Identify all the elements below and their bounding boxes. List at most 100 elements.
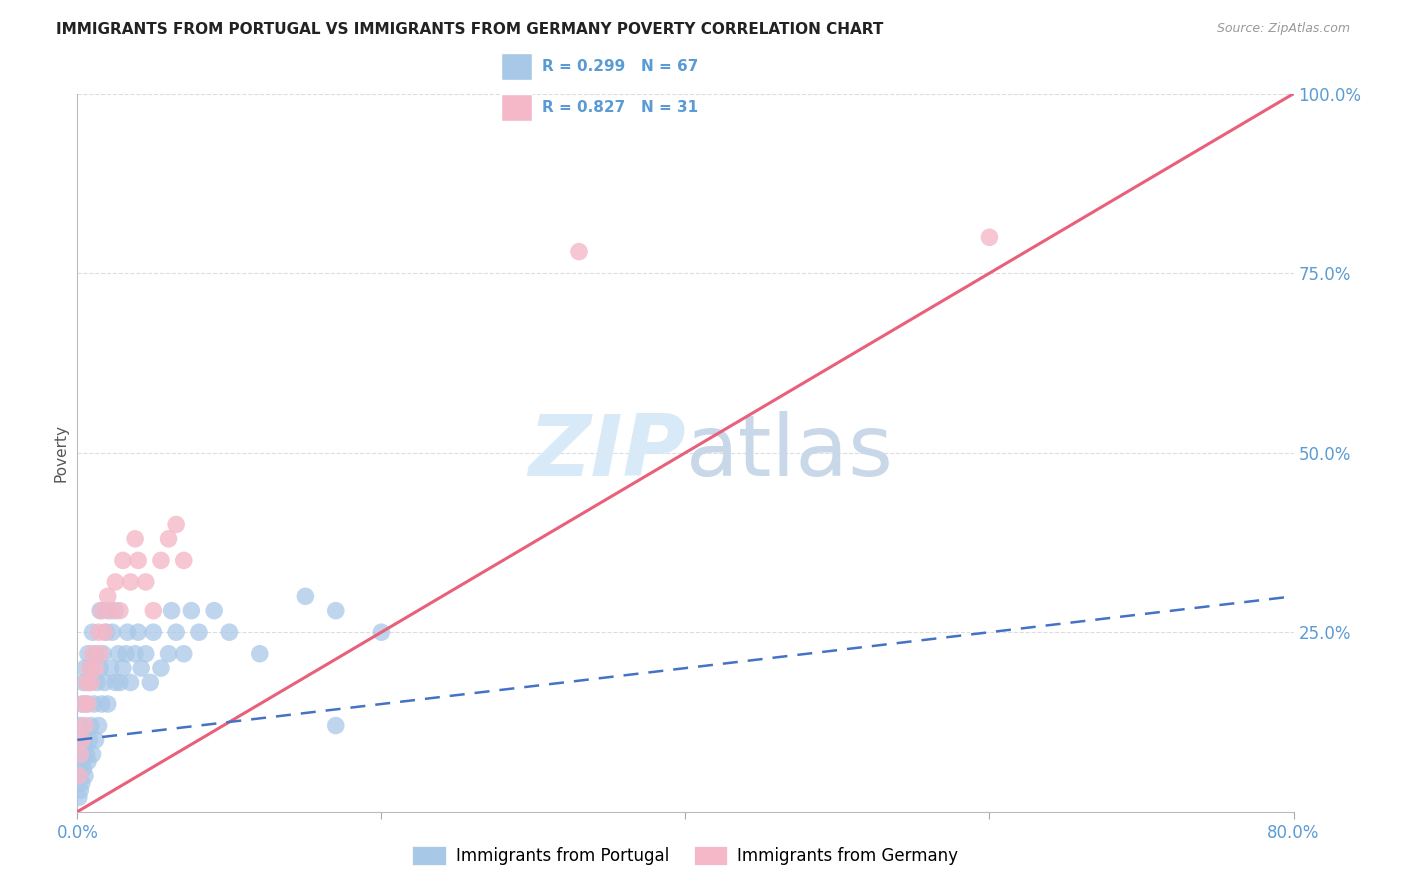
Point xyxy=(139,675,162,690)
Text: IMMIGRANTS FROM PORTUGAL VS IMMIGRANTS FROM GERMANY POVERTY CORRELATION CHART: IMMIGRANTS FROM PORTUGAL VS IMMIGRANTS F… xyxy=(56,22,883,37)
Point xyxy=(294,590,316,604)
Point xyxy=(127,625,149,640)
Point xyxy=(91,647,114,661)
Point xyxy=(173,553,195,567)
Point xyxy=(100,604,122,618)
Point xyxy=(157,532,180,546)
Point xyxy=(82,747,104,762)
Text: R = 0.299   N = 67: R = 0.299 N = 67 xyxy=(541,59,697,74)
Point xyxy=(180,604,202,618)
Point xyxy=(127,553,149,567)
Point xyxy=(69,747,91,762)
Point xyxy=(97,590,120,604)
Point xyxy=(79,733,101,747)
Point xyxy=(77,697,100,711)
Point xyxy=(188,625,211,640)
Point xyxy=(111,661,134,675)
Point xyxy=(97,604,120,618)
Point xyxy=(325,718,347,732)
Point xyxy=(149,661,172,675)
Point xyxy=(117,625,139,640)
Point xyxy=(84,647,107,661)
Point xyxy=(202,604,225,618)
Point xyxy=(84,661,107,675)
Point xyxy=(124,532,146,546)
Point xyxy=(107,647,129,661)
Point xyxy=(73,718,96,732)
Point xyxy=(165,625,187,640)
Point xyxy=(104,574,127,589)
Point xyxy=(82,625,104,640)
Point xyxy=(80,718,103,732)
Point xyxy=(75,675,97,690)
Point xyxy=(87,625,110,640)
Point xyxy=(79,661,101,675)
Point xyxy=(165,517,187,532)
Point xyxy=(120,574,142,589)
Point xyxy=(72,675,94,690)
Point xyxy=(218,625,240,640)
Point xyxy=(142,604,165,618)
Point xyxy=(100,661,122,675)
Point xyxy=(77,647,100,661)
Legend: Immigrants from Portugal, Immigrants from Germany: Immigrants from Portugal, Immigrants fro… xyxy=(406,839,965,871)
Point xyxy=(69,747,91,762)
Point xyxy=(97,697,120,711)
Point xyxy=(115,647,138,661)
Point xyxy=(69,718,91,732)
Point xyxy=(325,604,347,618)
Point xyxy=(79,675,101,690)
Text: ZIP: ZIP xyxy=(527,411,686,494)
Point xyxy=(75,747,97,762)
Point xyxy=(157,647,180,661)
Point xyxy=(67,769,90,783)
Point xyxy=(75,697,97,711)
Point xyxy=(135,647,157,661)
Point xyxy=(67,769,90,783)
Text: Source: ZipAtlas.com: Source: ZipAtlas.com xyxy=(1216,22,1350,36)
Point xyxy=(67,790,90,805)
Point xyxy=(70,776,93,790)
Point xyxy=(108,675,131,690)
Point xyxy=(69,783,91,797)
Point xyxy=(89,647,111,661)
Point xyxy=(90,604,112,618)
Point xyxy=(73,740,96,755)
Point xyxy=(83,697,105,711)
Point xyxy=(77,755,100,769)
Point xyxy=(160,604,183,618)
Point xyxy=(73,769,96,783)
Point xyxy=(104,675,127,690)
Point xyxy=(979,230,1001,244)
Point xyxy=(93,625,115,640)
Point xyxy=(90,697,112,711)
Point xyxy=(370,625,392,640)
Point xyxy=(104,604,127,618)
Point xyxy=(89,661,111,675)
Point xyxy=(142,625,165,640)
Text: R = 0.827   N = 31: R = 0.827 N = 31 xyxy=(541,100,697,115)
Point xyxy=(111,553,134,567)
Point xyxy=(80,661,103,675)
Point xyxy=(108,604,131,618)
Point xyxy=(124,647,146,661)
Point xyxy=(84,733,107,747)
Point xyxy=(70,697,93,711)
Point xyxy=(70,733,93,747)
Point xyxy=(86,675,108,690)
Point xyxy=(72,733,94,747)
Point xyxy=(70,755,93,769)
Point xyxy=(82,647,104,661)
Point xyxy=(173,647,195,661)
Point xyxy=(80,675,103,690)
Point xyxy=(73,661,96,675)
Point xyxy=(120,675,142,690)
Y-axis label: Poverty: Poverty xyxy=(53,424,69,482)
Point xyxy=(89,604,111,618)
Point xyxy=(72,697,94,711)
Point xyxy=(101,625,124,640)
Point xyxy=(72,762,94,776)
Point xyxy=(135,574,157,589)
Point xyxy=(149,553,172,567)
Point xyxy=(568,244,591,259)
